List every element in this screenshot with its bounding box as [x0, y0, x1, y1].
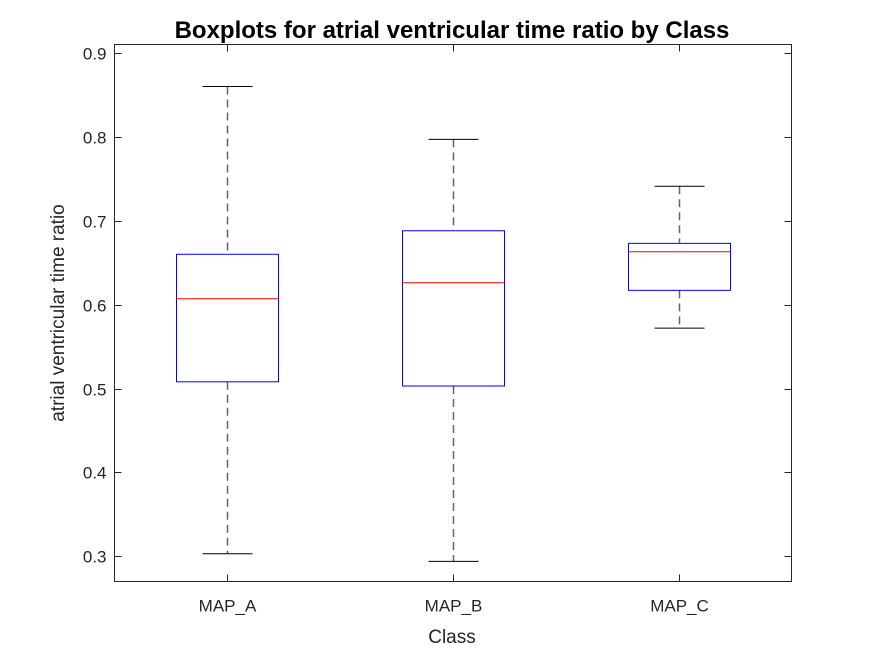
y-tick-label: 0.7 [83, 213, 107, 232]
y-tick-label: 0.9 [83, 45, 107, 64]
y-tick-label: 0.4 [83, 464, 107, 483]
chart-title: Boxplots for atrial ventricular time rat… [175, 17, 730, 44]
y-tick-label: 0.5 [83, 381, 107, 400]
x-axis: MAP_A MAP_B MAP_C [199, 44, 709, 616]
y-tick-label: 0.6 [83, 297, 107, 316]
plot-area [114, 44, 792, 582]
x-tick-label: MAP_A [199, 597, 257, 616]
x-tick-label: MAP_B [425, 597, 483, 616]
x-axis-label: Class [428, 627, 476, 648]
iqr-box [176, 253, 279, 383]
box-group [176, 85, 731, 562]
box-map-b [402, 138, 505, 562]
iqr-box [402, 230, 505, 387]
y-axis-label: atrial ventricular time ratio [48, 204, 69, 422]
box-map-c [628, 185, 731, 329]
x-tick-label: MAP_C [650, 597, 709, 616]
y-tick-label: 0.3 [83, 548, 107, 567]
box-map-a [176, 85, 279, 555]
y-axis: 0.3 0.4 0.5 0.6 0.7 0.8 0.9 [83, 45, 792, 567]
y-tick-label: 0.8 [83, 129, 107, 148]
iqr-box [628, 242, 731, 291]
